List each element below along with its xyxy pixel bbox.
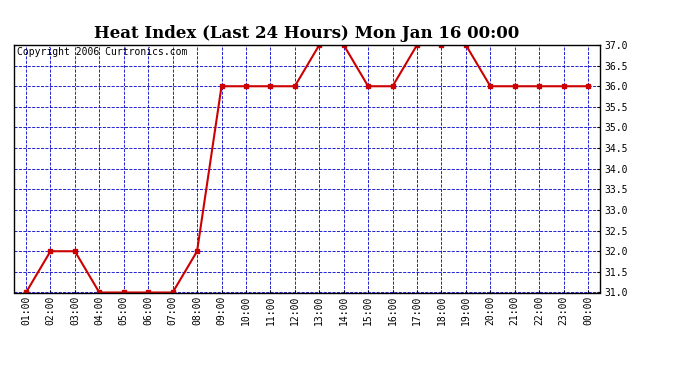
- Text: Copyright 2006 Curtronics.com: Copyright 2006 Curtronics.com: [17, 48, 187, 57]
- Title: Heat Index (Last 24 Hours) Mon Jan 16 00:00: Heat Index (Last 24 Hours) Mon Jan 16 00…: [95, 25, 520, 42]
